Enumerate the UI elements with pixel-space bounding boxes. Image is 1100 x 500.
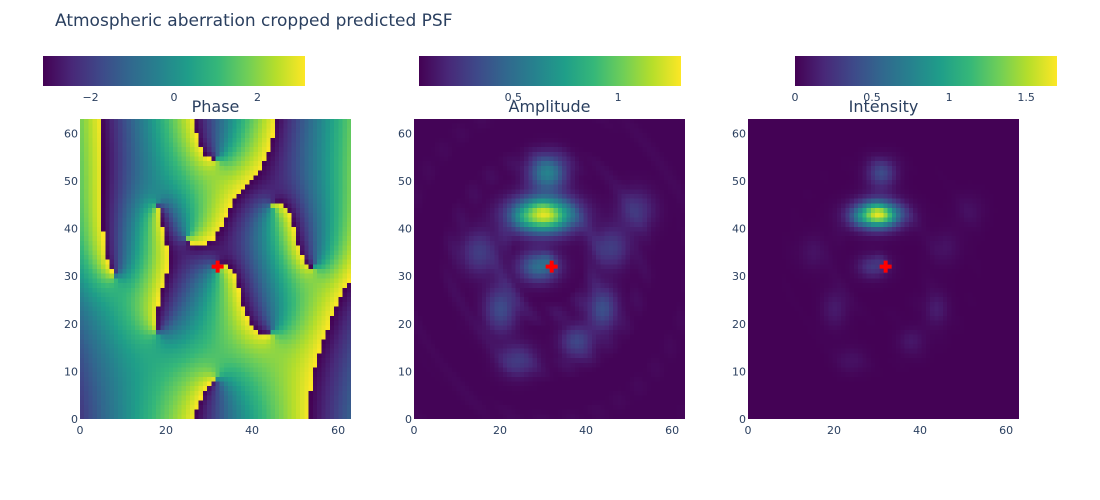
y-tick-label: 50 <box>732 175 746 188</box>
x-tick-label: 40 <box>913 424 927 437</box>
center-marker <box>545 260 558 273</box>
colorbar <box>795 56 1057 86</box>
y-tick-label: 40 <box>64 223 78 236</box>
y-tick-label: 50 <box>398 175 412 188</box>
colorbar-tick-label: −2 <box>82 91 98 104</box>
subplot-title: Amplitude <box>509 97 591 116</box>
subplot-title: Intensity <box>849 97 919 116</box>
figure-title: Atmospheric aberration cropped predicted… <box>55 11 453 31</box>
x-tick-label: 0 <box>77 424 84 437</box>
x-tick-label: 20 <box>159 424 173 437</box>
colorbar <box>43 56 305 86</box>
center-marker <box>879 260 892 273</box>
colorbar-tick-label: 1 <box>615 91 622 104</box>
colorbar-tick-label: 1 <box>946 91 953 104</box>
y-tick-label: 10 <box>398 365 412 378</box>
y-tick-label: 30 <box>398 270 412 283</box>
y-tick-label: 60 <box>398 127 412 140</box>
x-tick-label: 60 <box>665 424 679 437</box>
y-tick-label: 0 <box>71 413 78 426</box>
y-tick-label: 10 <box>732 365 746 378</box>
colorbar-tick-label: 0.5 <box>505 91 523 104</box>
heatmap-2 <box>748 119 1019 419</box>
colorbar-tick-label: 0.5 <box>863 91 881 104</box>
y-tick-label: 60 <box>732 127 746 140</box>
y-tick-label: 20 <box>64 318 78 331</box>
y-tick-label: 0 <box>405 413 412 426</box>
colorbar-tick-label: 2 <box>254 91 261 104</box>
y-tick-label: 20 <box>732 318 746 331</box>
x-tick-label: 0 <box>411 424 418 437</box>
x-tick-label: 40 <box>579 424 593 437</box>
y-tick-label: 50 <box>64 175 78 188</box>
colorbar-tick-label: 1.5 <box>1017 91 1035 104</box>
colorbar-tick-label: 0 <box>171 91 178 104</box>
x-tick-label: 20 <box>827 424 841 437</box>
colorbar-tick-label: 0 <box>792 91 799 104</box>
center-marker <box>211 260 224 273</box>
y-tick-label: 40 <box>732 223 746 236</box>
heatmap-0 <box>80 119 351 419</box>
y-tick-label: 30 <box>732 270 746 283</box>
y-tick-label: 30 <box>64 270 78 283</box>
y-tick-label: 40 <box>398 223 412 236</box>
x-tick-label: 20 <box>493 424 507 437</box>
heatmap-1 <box>414 119 685 419</box>
y-tick-label: 60 <box>64 127 78 140</box>
y-tick-label: 20 <box>398 318 412 331</box>
x-tick-label: 40 <box>245 424 259 437</box>
x-tick-label: 60 <box>999 424 1013 437</box>
x-tick-label: 0 <box>745 424 752 437</box>
y-tick-label: 10 <box>64 365 78 378</box>
colorbar <box>419 56 681 86</box>
x-tick-label: 60 <box>331 424 345 437</box>
subplot-title: Phase <box>192 97 240 116</box>
y-tick-label: 0 <box>739 413 746 426</box>
